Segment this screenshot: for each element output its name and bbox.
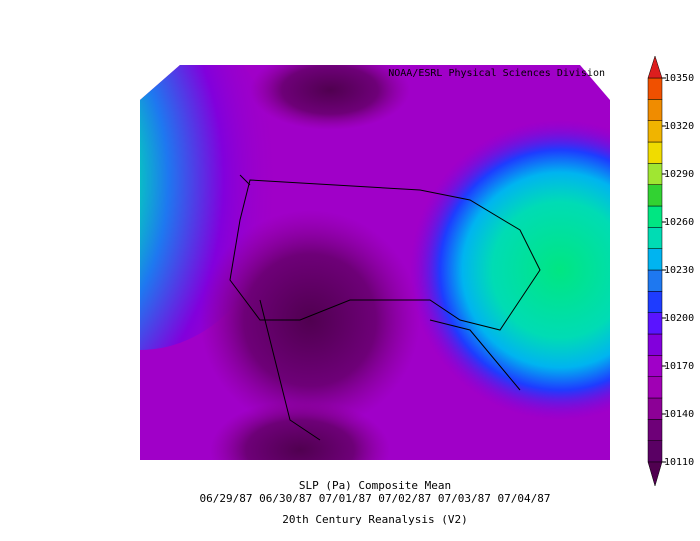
colorbar-tick-label: 10230 <box>664 265 694 276</box>
low-mexico <box>210 400 390 460</box>
colorbar-over <box>647 55 663 79</box>
low-southwest <box>200 210 420 430</box>
colorbar-segment <box>647 184 663 207</box>
colorbar-tick-label: 10320 <box>664 121 694 132</box>
high-east <box>410 120 610 420</box>
coastline <box>229 179 541 331</box>
colorbar-segment <box>647 312 663 335</box>
colorbar-segment <box>647 163 663 185</box>
colorbar-tick-label: 10170 <box>664 361 694 372</box>
colorbar-segment <box>647 269 663 292</box>
subtitle: 06/29/87 06/30/87 07/01/87 07/02/87 07/0… <box>200 492 551 505</box>
title: SLP (Pa) Composite Mean <box>299 479 451 492</box>
colorbar-segment <box>647 376 663 399</box>
colorbar-tick-label: 10260 <box>664 217 694 228</box>
low-north <box>250 65 410 130</box>
colorbar-segment <box>647 141 663 164</box>
colorbar-segment <box>647 99 663 121</box>
high-west <box>140 65 280 350</box>
colorbar-tick-label: 10110 <box>664 457 694 468</box>
colorbar-segment <box>647 440 663 463</box>
colorbar-segment <box>647 248 663 271</box>
colorbar-tick-label: 10290 <box>664 169 694 180</box>
colorbar-segment <box>647 355 663 377</box>
colorbar-tick-label: 10140 <box>664 409 694 420</box>
colorbar-segment <box>647 227 663 249</box>
map <box>140 65 610 460</box>
colorbar: 10110 10140 10170 10200 10230 10260 10290 10320… <box>647 55 694 487</box>
colorbar-tick-label: 10200 <box>664 313 694 324</box>
colorbar-segment <box>647 333 663 356</box>
colorbar-segment <box>647 77 663 100</box>
colorbar-segment <box>647 397 663 420</box>
source: NOAA/ESRL Physical Sciences Division <box>388 68 605 79</box>
colorbar-segment <box>647 419 663 441</box>
footer: 20th Century Reanalysis (V2) <box>282 513 467 526</box>
colorbar-segment <box>647 120 663 143</box>
colorbar-segment <box>647 205 663 228</box>
colorbar-segment <box>647 291 663 313</box>
coastline <box>239 174 521 441</box>
colorbar-tick-label: 10350 <box>664 73 694 84</box>
colorbar-under <box>647 461 663 487</box>
